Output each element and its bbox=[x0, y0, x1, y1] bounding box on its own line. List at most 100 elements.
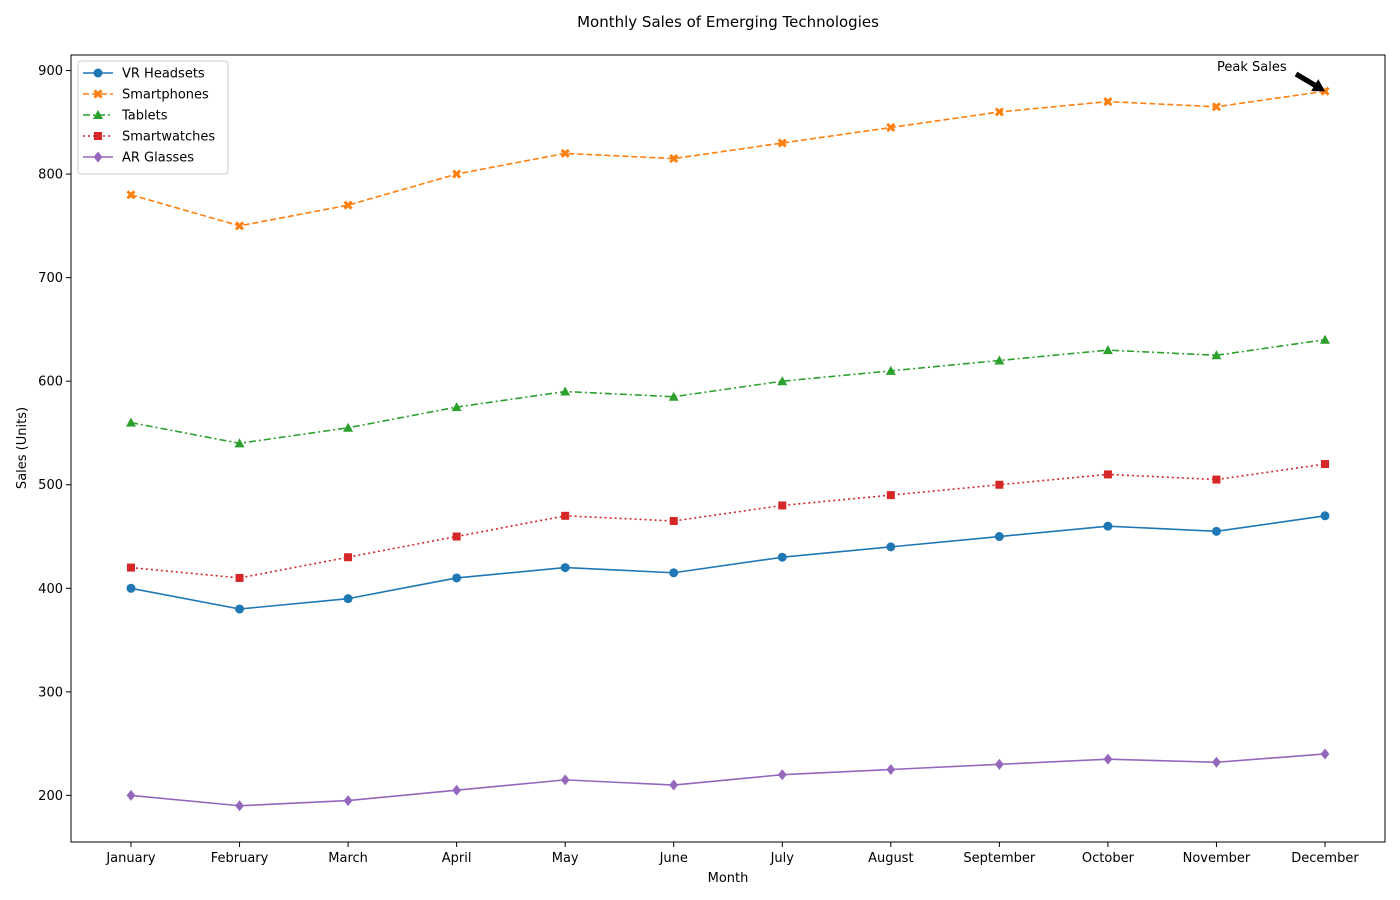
legend-label-ar-glasses: AR Glasses bbox=[122, 151, 194, 166]
series-line-smartphones bbox=[130, 90, 1326, 227]
data-point-vr-headsets bbox=[886, 542, 896, 552]
legend-marker-tablets bbox=[93, 110, 103, 119]
legend-marker-ar-glasses bbox=[93, 151, 103, 163]
data-point-ar-glasses bbox=[560, 774, 570, 786]
annotation-label: Peak Sales bbox=[1217, 60, 1287, 75]
data-point-smartwatches bbox=[778, 501, 787, 510]
data-point-ar-glasses bbox=[669, 779, 679, 791]
series-line-tablets bbox=[130, 338, 1326, 445]
chart-title: Monthly Sales of Emerging Technologies bbox=[577, 13, 879, 31]
data-point-tablets bbox=[1320, 334, 1330, 344]
x-tick-label: September bbox=[963, 851, 1036, 866]
series-smartphones bbox=[126, 86, 1330, 231]
data-point-smartwatches bbox=[1103, 470, 1112, 479]
data-point-smartwatches bbox=[344, 553, 353, 562]
data-point-smartphones bbox=[886, 122, 896, 132]
data-point-ar-glasses bbox=[126, 789, 136, 801]
x-tick-label: February bbox=[211, 851, 269, 866]
series-ar-glasses bbox=[126, 748, 1330, 812]
data-point-tablets bbox=[994, 355, 1005, 365]
legend-marker-vr-headsets bbox=[93, 68, 103, 78]
legend-entry-smartphones: Smartphones bbox=[83, 88, 209, 103]
data-point-smartphones bbox=[669, 154, 679, 164]
series-tablets bbox=[126, 334, 1330, 448]
data-point-smartphones bbox=[235, 221, 245, 231]
data-point-smartphones bbox=[560, 148, 570, 158]
data-point-smartwatches bbox=[1321, 460, 1329, 469]
x-tick-label: March bbox=[328, 851, 368, 866]
data-point-vr-headsets bbox=[669, 568, 679, 578]
legend-entry-smartwatches: Smartwatches bbox=[83, 130, 215, 145]
data-point-smartwatches bbox=[235, 573, 244, 582]
data-point-tablets bbox=[560, 386, 571, 396]
legend: VR Headsets Smartphones Tablets Smartwatche… bbox=[77, 60, 229, 175]
data-point-smartwatches bbox=[669, 516, 678, 525]
series-line-ar-glasses bbox=[130, 753, 1326, 807]
data-point-smartphones bbox=[994, 107, 1004, 117]
data-point-tablets bbox=[668, 391, 679, 401]
y-tick-label: 300 bbox=[38, 685, 63, 700]
x-tick-label: August bbox=[868, 851, 914, 866]
data-point-ar-glasses bbox=[994, 758, 1004, 770]
data-point-vr-headsets bbox=[994, 532, 1004, 542]
data-point-smartwatches bbox=[127, 563, 135, 572]
x-tick-label: July bbox=[770, 851, 795, 866]
data-point-smartwatches bbox=[995, 480, 1004, 489]
plot-frame bbox=[70, 54, 1386, 843]
data-point-vr-headsets bbox=[235, 604, 245, 614]
legend-marker-smartwatches bbox=[94, 132, 102, 140]
y-tick-label: 400 bbox=[38, 582, 63, 597]
x-tick-label: May bbox=[552, 851, 579, 866]
legend-marker-smartphones bbox=[93, 89, 103, 99]
data-point-vr-headsets bbox=[452, 573, 462, 583]
legend-box bbox=[77, 60, 229, 175]
legend-label-tablets: Tablets bbox=[121, 109, 168, 124]
data-point-tablets bbox=[885, 365, 896, 375]
x-tick-label: April bbox=[442, 851, 472, 866]
x-tick-label: December bbox=[1291, 851, 1359, 866]
axes: 200 300 400 500 600 700 800 900 January February M… bbox=[38, 54, 1386, 866]
legend-entry-ar-glasses: AR Glasses bbox=[83, 151, 194, 166]
legend-entry-tablets: Tablets bbox=[83, 109, 168, 124]
data-point-ar-glasses bbox=[452, 784, 462, 796]
data-point-smartphones bbox=[452, 169, 462, 179]
data-point-tablets bbox=[126, 417, 136, 427]
data-point-tablets bbox=[343, 422, 354, 432]
y-tick-label: 600 bbox=[38, 375, 63, 390]
legend-label-smartphones: Smartphones bbox=[122, 88, 209, 103]
y-axis-label: Sales (Units) bbox=[15, 407, 30, 489]
data-point-vr-headsets bbox=[777, 552, 787, 562]
series-smartwatches bbox=[127, 460, 1329, 582]
data-point-ar-glasses bbox=[343, 795, 353, 807]
legend-entry-vr-headsets: VR Headsets bbox=[83, 67, 205, 82]
data-point-tablets bbox=[234, 438, 245, 448]
data-point-ar-glasses bbox=[777, 769, 787, 781]
data-point-vr-headsets bbox=[1320, 511, 1330, 521]
annotation-arrow bbox=[1294, 71, 1325, 92]
data-point-ar-glasses bbox=[886, 764, 896, 776]
legend-label-vr-headsets: VR Headsets bbox=[122, 67, 205, 82]
data-point-vr-headsets bbox=[126, 583, 136, 593]
data-point-vr-headsets bbox=[343, 594, 353, 604]
data-point-vr-headsets bbox=[1211, 526, 1221, 536]
series-vr-headsets bbox=[126, 511, 1330, 614]
data-point-smartwatches bbox=[886, 491, 895, 500]
data-point-smartphones bbox=[1103, 97, 1113, 107]
data-point-smartwatches bbox=[561, 511, 570, 520]
data-point-vr-headsets bbox=[560, 563, 570, 573]
data-point-smartwatches bbox=[1212, 475, 1221, 484]
data-point-ar-glasses bbox=[1103, 753, 1113, 765]
series-line-smartwatches bbox=[130, 463, 1326, 579]
data-point-smartwatches bbox=[452, 532, 461, 541]
data-point-smartphones bbox=[777, 138, 787, 148]
x-tick-label: June bbox=[659, 851, 688, 866]
data-point-tablets bbox=[1102, 345, 1113, 355]
series-lines bbox=[126, 86, 1330, 812]
y-tick-label: 500 bbox=[38, 478, 63, 493]
y-tick-label: 200 bbox=[38, 789, 63, 804]
series-line-vr-headsets bbox=[130, 515, 1326, 610]
data-point-smartphones bbox=[1211, 102, 1221, 112]
y-tick-label: 900 bbox=[38, 64, 63, 79]
